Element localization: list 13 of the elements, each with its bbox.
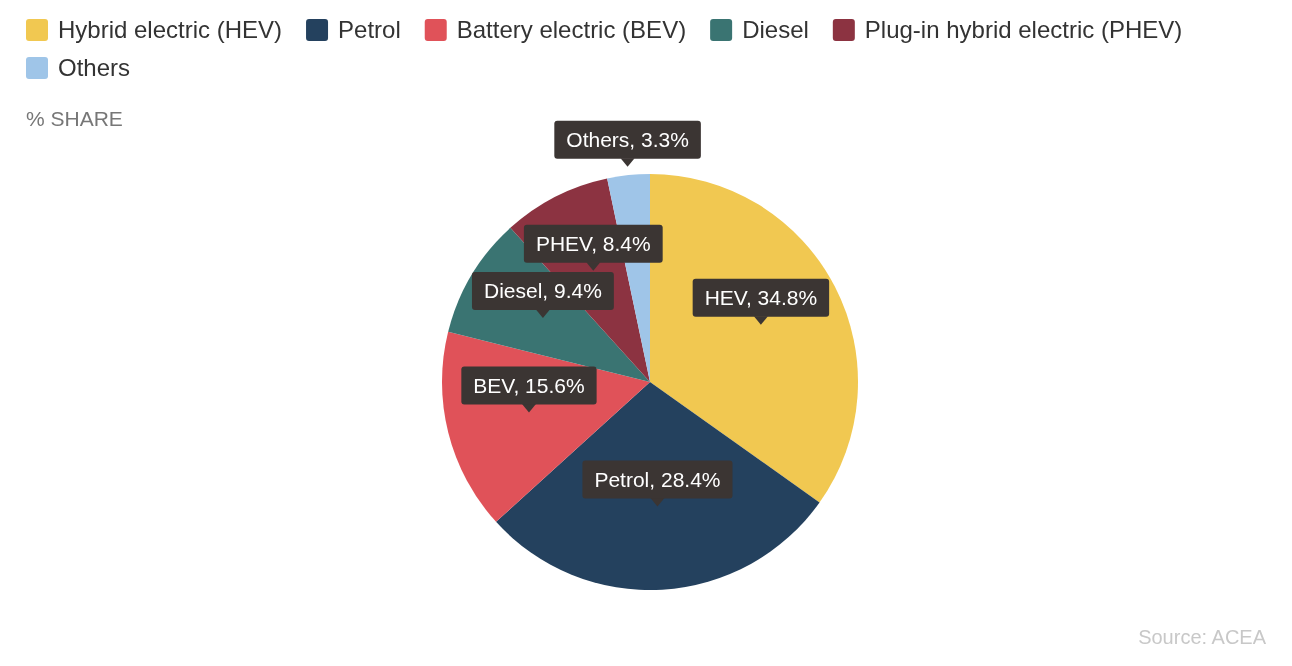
legend-label: Battery electric (BEV) (456, 16, 687, 44)
legend-label: Petrol (338, 16, 401, 44)
legend-label: Hybrid electric (HEV) (58, 16, 283, 44)
data-label: HEV, 34.8% (704, 286, 818, 310)
data-label: Others, 3.3% (566, 128, 689, 152)
legend-label: Others (58, 54, 131, 82)
text: % SHARE (26, 107, 123, 130)
data-label: Diesel, 9.4% (483, 279, 602, 303)
data-label: Petrol, 28.4% (594, 467, 721, 491)
data-label: PHEV, 8.4% (535, 232, 651, 256)
legend-label: Plug-in hybrid electric (PHEV) (864, 16, 1183, 44)
legend-label: Diesel (742, 16, 809, 44)
data-label: BEV, 15.6% (473, 373, 585, 397)
